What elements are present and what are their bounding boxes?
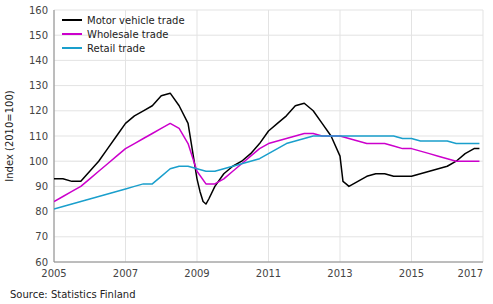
y-grid-line — [54, 262, 483, 263]
y-tick-label: 60 — [35, 257, 48, 268]
x-grid-line — [268, 10, 269, 262]
y-tick-label: 120 — [29, 105, 48, 116]
legend-label: Retail trade — [87, 43, 145, 54]
x-tick-label: 2015 — [399, 268, 424, 279]
x-tick-label: 2007 — [113, 268, 138, 279]
y-tick-label: 90 — [35, 181, 48, 192]
lines — [54, 93, 479, 209]
y-tick-label: 80 — [35, 206, 48, 217]
chart: 60 70 80 90 100 110 120 130 140 150 160 2005 2007 200… — [0, 0, 493, 304]
legend: Motor vehicle trade Wholesale trade Retail… — [62, 15, 185, 54]
y-tick-label: 140 — [29, 55, 48, 66]
x-grid-line — [197, 10, 198, 262]
legend-swatch — [62, 19, 82, 21]
series-line — [54, 123, 479, 201]
series-line — [54, 93, 479, 204]
grid — [54, 10, 483, 262]
legend-item: Motor vehicle trade — [62, 15, 185, 26]
legend-item: Retail trade — [62, 43, 145, 54]
x-tick-label: 2017 — [458, 268, 483, 279]
x-tick-label: 2009 — [184, 268, 209, 279]
legend-swatch — [62, 33, 82, 35]
y-axis-label: Index (2010=100) — [4, 90, 15, 182]
legend-label: Wholesale trade — [87, 29, 168, 40]
series-line — [54, 136, 479, 209]
y-tick-label: 100 — [29, 156, 48, 167]
legend-item: Wholesale trade — [62, 29, 168, 40]
x-grid-line — [411, 10, 412, 262]
x-grid-line — [54, 10, 55, 262]
x-axis — [54, 262, 483, 263]
x-tick-label: 2011 — [256, 268, 281, 279]
x-tick-label: 2013 — [327, 268, 352, 279]
x-grid-line — [483, 10, 484, 262]
legend-swatch — [62, 47, 82, 49]
y-tick-label: 150 — [29, 30, 48, 41]
y-tick-label: 160 — [29, 5, 48, 16]
y-tick-label: 110 — [29, 131, 48, 142]
y-axis — [54, 10, 55, 262]
x-tick-label: 2005 — [41, 268, 66, 279]
legend-label: Motor vehicle trade — [87, 15, 185, 26]
y-tick-label: 70 — [35, 231, 48, 242]
y-tick-label: 130 — [29, 80, 48, 91]
source-note: Source: Statistics Finland — [10, 289, 136, 300]
